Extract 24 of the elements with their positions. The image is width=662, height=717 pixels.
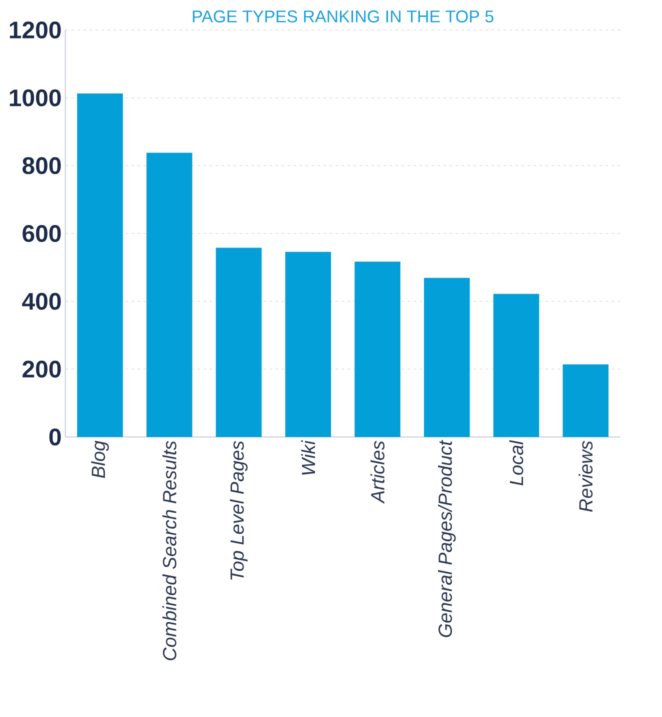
bar (424, 278, 470, 437)
x-tick-label: Articles (370, 440, 384, 504)
bar (216, 248, 262, 437)
chart-title: PAGE TYPES RANKING IN THE TOP 5 (192, 10, 494, 22)
bar (354, 262, 400, 437)
bar (146, 152, 192, 437)
x-tick-label: Wiki (301, 440, 316, 475)
bar (285, 252, 332, 437)
x-tick-label: Reviews (578, 440, 593, 512)
x-tick-label: Top Level Pages (230, 440, 248, 580)
y-tick-label: 1200 (10, 22, 61, 38)
y-tick-label: 800 (22, 157, 61, 174)
x-tick-label: General Pages/Product (438, 440, 456, 638)
bar (77, 93, 123, 437)
y-tick-label: 1000 (10, 89, 61, 106)
x-tick-label: Blog (91, 440, 109, 478)
y-tick-label: 0 (49, 428, 61, 446)
x-tick-label: Combined Search Results (162, 440, 176, 660)
y-tick-label: 200 (22, 360, 61, 378)
bar (562, 364, 609, 437)
y-tick-label: 400 (22, 292, 61, 310)
y-tick-label: 600 (22, 225, 61, 242)
x-tick-label: Local (509, 440, 524, 486)
bar (493, 294, 540, 437)
